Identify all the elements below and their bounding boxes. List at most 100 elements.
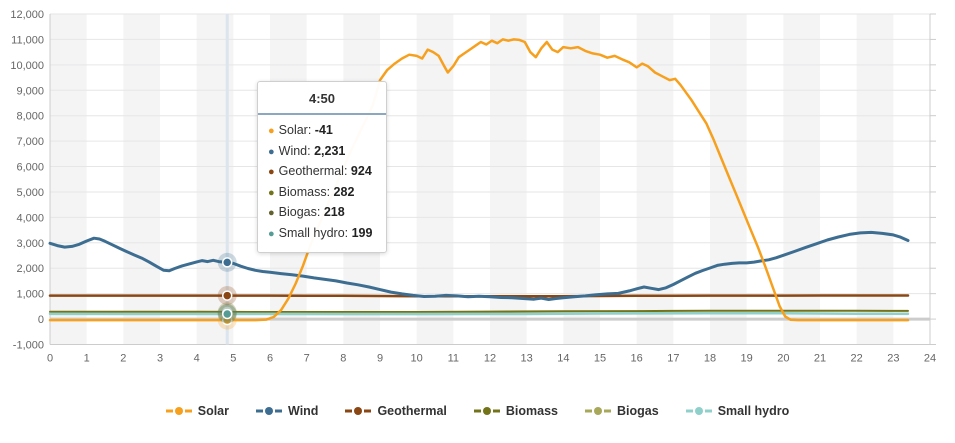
legend-item-wind[interactable]: Wind — [256, 404, 318, 418]
y-axis-label: 6,000 — [16, 162, 44, 174]
y-axis-label: 4,000 — [16, 212, 44, 224]
legend-item-biogas[interactable]: Biogas — [585, 404, 659, 418]
tooltip-row-small-hydro: ● Small hydro: 199 — [268, 224, 376, 245]
tooltip-value: 924 — [350, 164, 372, 178]
hover-markers-group — [217, 252, 237, 330]
small-hydro-bullet-icon: ● — [268, 227, 275, 240]
y-axis-label: 12,000 — [10, 9, 44, 21]
x-axis-label: 22 — [851, 353, 863, 365]
legend-label: Biomass — [505, 404, 559, 418]
legend-label: Wind — [288, 404, 319, 418]
x-axis-label: 24 — [924, 353, 936, 365]
x-axis-label: 3 — [157, 353, 163, 365]
x-axis-label: 9 — [377, 353, 383, 365]
geothermal-legend-marker-icon — [345, 407, 372, 415]
x-axis-label: 2 — [120, 353, 126, 365]
y-axis-label: 3,000 — [16, 238, 44, 250]
y-axis-label: 0 — [38, 314, 44, 326]
plot-band — [563, 14, 600, 345]
biomass-legend-marker-icon — [473, 407, 500, 415]
tooltip-value: 2,231 — [314, 143, 346, 158]
plot-band — [50, 14, 87, 345]
tooltip-value: -41 — [314, 123, 333, 137]
tooltip-value: 282 — [333, 184, 355, 199]
wind-series-line — [48, 230, 910, 301]
x-axis-label: 6 — [267, 353, 273, 365]
x-axis-label: 12 — [484, 353, 496, 365]
legend-label: Geothermal — [377, 404, 447, 418]
biogas-legend-marker-icon — [585, 407, 612, 415]
x-axis-label: 4 — [194, 353, 200, 365]
biomass-series-line — [49, 309, 909, 313]
tooltip-row-biogas: ● Biogas: 218 — [268, 203, 376, 224]
biogas-bullet-icon: ● — [268, 207, 275, 219]
hover-marker-dot — [221, 257, 233, 268]
tooltip-value: 199 — [351, 225, 373, 240]
x-axis-label: 16 — [631, 353, 643, 365]
y-axis-label: 7,000 — [16, 136, 44, 148]
chart-plot-area[interactable]: -1,00001,0002,0003,0004,0005,0006,0007,0… — [0, 0, 955, 375]
solar-legend-marker-icon — [165, 407, 192, 415]
y-axis-label: 10,000 — [10, 60, 44, 72]
plot-band — [856, 14, 894, 345]
small-hydro-legend-marker-icon — [685, 407, 712, 415]
hover-marker-dot — [221, 308, 233, 320]
x-axis-label: 20 — [777, 353, 789, 365]
hover-marker-dot — [221, 290, 233, 301]
x-axis-label: 19 — [741, 353, 753, 365]
y-axis-label: 11,000 — [11, 34, 44, 46]
x-axis-label: 15 — [594, 353, 606, 365]
x-axis-label: 8 — [340, 353, 346, 365]
plot-band — [123, 14, 160, 345]
legend-item-solar[interactable]: Solar — [165, 404, 229, 418]
tooltip-label: Geothermal: — [278, 164, 351, 178]
plot-band — [490, 14, 527, 345]
legend-label: Biogas — [617, 404, 659, 418]
chart-legend: Solar Wind Geothermal Biomass Biogas Sma… — [0, 404, 955, 418]
solar-series-line — [48, 38, 910, 322]
plot-band — [710, 14, 747, 345]
tooltip-divider — [258, 113, 386, 115]
x-axis-label: 17 — [667, 353, 679, 365]
x-axis-label: 13 — [521, 353, 533, 365]
x-axis-label: 14 — [557, 353, 569, 365]
y-axis-label: 2,000 — [16, 263, 44, 275]
x-axis-label: 10 — [411, 353, 423, 365]
x-axis-label: 1 — [84, 353, 90, 365]
legend-item-biomass[interactable]: Biomass — [473, 404, 559, 418]
chart-tooltip: 4:50 ● Solar: -41 ● Wind: 2,231 ● Geotherma… — [257, 81, 387, 253]
biomass-bullet-icon: ● — [268, 186, 275, 199]
wind-bullet-icon: ● — [268, 145, 275, 158]
x-axis-label: 5 — [230, 353, 236, 365]
solar-bullet-icon: ● — [268, 125, 275, 137]
legend-item-geothermal[interactable]: Geothermal — [345, 404, 447, 418]
x-axis-labels-group: 0 1 2 3 4 5 6 7 8 9 10 11 12 13 14 15 16 17 18 19 20 21 22 23 24 — [47, 353, 936, 365]
tooltip-time: 4:50 — [308, 91, 336, 106]
y-axis-label: -1,000 — [13, 340, 44, 352]
tooltip-row-wind: ● Wind: 2,231 — [268, 142, 376, 163]
x-axis-label: 18 — [704, 353, 716, 365]
geothermal-bullet-icon: ● — [268, 166, 275, 178]
tooltip-label: Solar: — [278, 123, 315, 137]
series-lines-group — [48, 38, 910, 322]
tooltip-label: Biomass: — [278, 184, 334, 199]
tooltip-row-geothermal: ● Geothermal: 924 — [268, 162, 376, 183]
legend-item-small-hydro[interactable]: Small hydro — [685, 404, 790, 418]
plot-band — [783, 14, 820, 345]
x-axis-label: 11 — [448, 353, 459, 365]
tooltip-row-solar: ● Solar: -41 — [268, 121, 376, 142]
y-axis-label: 8,000 — [16, 111, 44, 123]
small-hydro-series-line — [48, 311, 910, 316]
tooltip-value: 218 — [323, 205, 345, 219]
x-axis-label: 21 — [814, 353, 826, 365]
tooltip-row-biomass: ● Biomass: 282 — [268, 183, 376, 204]
tooltip-label: Biogas: — [278, 205, 324, 219]
tooltip-label: Small hydro: — [278, 225, 352, 240]
x-axis-label: 0 — [47, 353, 53, 365]
x-axis-label: 23 — [887, 353, 899, 365]
tooltip-label: Wind: — [278, 143, 315, 158]
legend-label: Small hydro — [717, 404, 790, 418]
x-axis-label: 7 — [304, 353, 310, 365]
wind-legend-marker-icon — [256, 407, 282, 415]
